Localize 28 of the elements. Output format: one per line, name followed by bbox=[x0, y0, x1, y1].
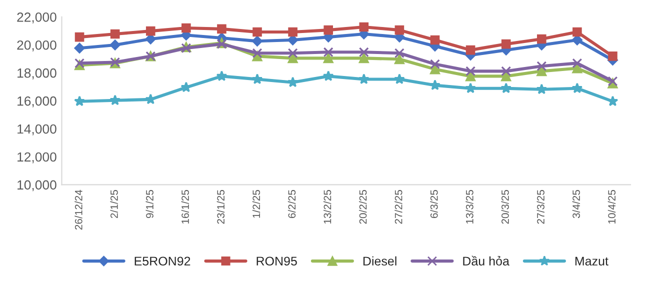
legend-label: Dầu hỏa bbox=[463, 256, 510, 266]
y-tick-label: 20,000 bbox=[17, 40, 56, 52]
x-tick-label: 6/2/25 bbox=[288, 190, 296, 218]
x-tick-label: 9/1/25 bbox=[146, 190, 154, 218]
legend-label: RON95 bbox=[256, 256, 297, 266]
y-tick-label: 12,000 bbox=[18, 152, 56, 164]
x-tick-label: 13/3/25 bbox=[466, 190, 474, 224]
x-tick-label: 23/1/25 bbox=[216, 190, 225, 224]
x-tick-label: 6/3/25 bbox=[430, 190, 438, 218]
x-tick-label: 20/3/25 bbox=[501, 190, 509, 224]
y-tick-label: 10,000 bbox=[18, 180, 56, 192]
x-tick-label: 2/1/25 bbox=[110, 190, 118, 218]
legend-label: Diesel bbox=[363, 256, 396, 266]
legend-label: E5RON92 bbox=[134, 256, 190, 266]
x-tick-label: 1/2/25 bbox=[252, 190, 260, 218]
x-tick-label: 27/3/25 bbox=[536, 190, 544, 224]
y-tick-label: 22,000 bbox=[17, 12, 56, 24]
x-tick-label: 13/2/25 bbox=[323, 190, 332, 224]
x-tick-label: 10/4/25 bbox=[608, 190, 616, 224]
x-tick-label: 20/2/25 bbox=[359, 190, 367, 224]
y-tick-label: 18,000 bbox=[18, 68, 56, 80]
y-tick-label: 16,000 bbox=[18, 96, 56, 108]
x-tick-label: 27/2/25 bbox=[394, 190, 402, 224]
x-tick-label: 26/12/24 bbox=[74, 190, 82, 230]
y-tick-label: 14,000 bbox=[18, 124, 56, 136]
x-tick-label: 16/1/25 bbox=[181, 190, 189, 224]
x-tick-label: 3/4/25 bbox=[572, 190, 580, 218]
legend-label: Mazut bbox=[575, 256, 608, 266]
